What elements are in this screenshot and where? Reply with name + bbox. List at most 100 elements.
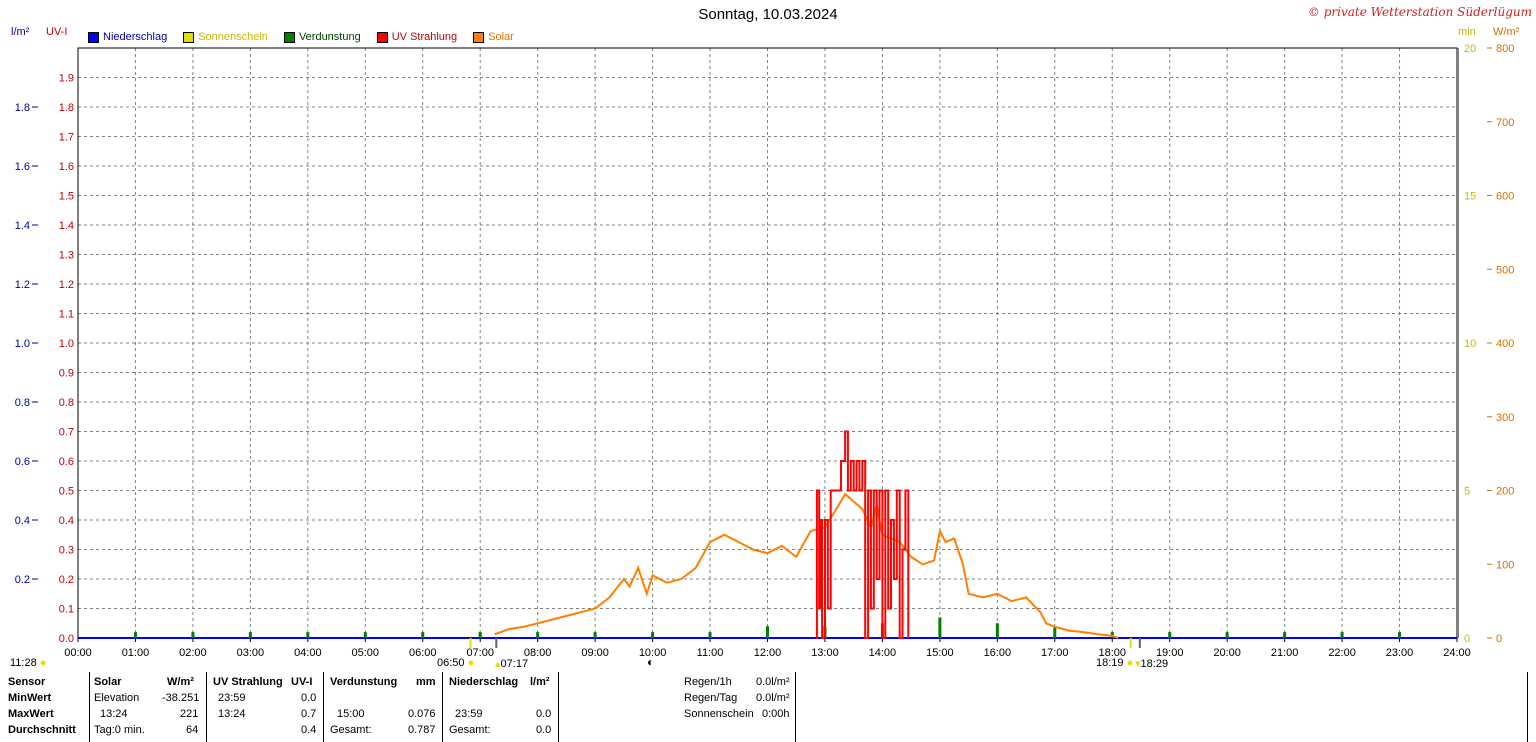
- station-brand: © private Wetterstation Süderlügum: [1307, 5, 1532, 19]
- evaporation-bar: [1053, 626, 1057, 638]
- sun-tick-label: 10: [1464, 338, 1476, 350]
- evaporation-bar: [708, 632, 712, 638]
- solar-tick-label: 0: [1496, 633, 1502, 645]
- legend-swatch: [473, 31, 485, 43]
- solar-tick-label: 500: [1496, 264, 1514, 276]
- moon-time: 11:28 ●: [10, 657, 47, 669]
- legend-item-solar: Solar: [473, 31, 514, 43]
- chart-grid: [78, 48, 1457, 638]
- stats-row-avg-label: Durchschnitt: [8, 724, 76, 736]
- rain-unit-label: l/m²: [11, 26, 30, 38]
- evaporation-bar: [1168, 632, 1172, 638]
- stats-avg-rain-val: 0.0: [536, 724, 552, 736]
- evaporation-bar: [363, 632, 367, 638]
- stats-avg-rain-time: Gesamt:: [449, 724, 491, 736]
- x-tick-label: 01:00: [122, 647, 150, 659]
- stats-min-uv-val: 0.0: [301, 692, 317, 704]
- solar-line: [494, 492, 1119, 639]
- x-tick-label: 17:00: [1041, 647, 1069, 659]
- stats-min-solar-time: Elevation: [94, 692, 140, 704]
- stats-divider: [442, 672, 443, 742]
- uv-line: [815, 430, 910, 639]
- x-tick-label: 00:00: [64, 647, 92, 659]
- x-tick-label: 06:00: [409, 647, 437, 659]
- uv-tick-label: 0.1: [59, 604, 74, 616]
- stats-avg-solar-val: 64: [186, 724, 199, 736]
- stats-header-uv-unit: UV-I: [291, 676, 313, 688]
- rain-1h-value: 0.0l/m²: [756, 676, 790, 688]
- evaporation-bar: [536, 632, 540, 638]
- evaporation-bar: [938, 617, 942, 638]
- sun-tick-label: 15: [1464, 191, 1476, 203]
- stats-divider: [1527, 672, 1528, 742]
- stats-header-rain-unit: l/m²: [530, 676, 550, 688]
- evaporation-bar: [1283, 632, 1287, 638]
- x-tick-label: 04:00: [294, 647, 322, 659]
- x-tick-label: 10:00: [639, 647, 667, 659]
- uv-tick-label: 0.3: [59, 545, 74, 557]
- legend-swatch: [376, 31, 388, 43]
- x-tick-label: 03:00: [237, 647, 265, 659]
- uv-tick-label: 0.2: [59, 574, 74, 586]
- x-tick-label: 21:00: [1271, 647, 1299, 659]
- sunshine-value: 0:00h: [762, 708, 790, 720]
- legend-swatch: [283, 31, 295, 43]
- evaporation-bar: [133, 632, 137, 638]
- stats-header-sensor: Sensor: [8, 676, 46, 688]
- sunset-left: 18:19 ●: [1096, 657, 1134, 669]
- evaporation-bar: [651, 632, 655, 638]
- uv-tick-label: 0.7: [59, 427, 74, 439]
- stats-header-rain: Niederschlag: [449, 676, 519, 688]
- x-tick-label: 22:00: [1328, 647, 1356, 659]
- stats-max-uv-val: 0.7: [301, 708, 317, 720]
- rain-tick-label: 1.6: [15, 161, 30, 173]
- legend-item-evap: Verdunstung: [283, 31, 361, 43]
- stats-max-evap-time: 15:00: [337, 708, 365, 720]
- weather-chart: 00:00 01:00 02:00 03:00 04:00 05:00 06:00 07:00…: [15, 43, 1515, 659]
- evaporation-bar: [248, 632, 252, 638]
- rain-1h-label: Regen/1h: [684, 676, 732, 688]
- solar-unit-label: W/m²: [1493, 26, 1520, 38]
- legend-label: Solar: [488, 31, 514, 43]
- stats-avg-uv-val: 0.4: [301, 724, 317, 736]
- sunset-right: ▾18:29: [1135, 658, 1169, 670]
- axis-ticks: 00:00 01:00 02:00 03:00 04:00 05:00 06:00 07:00…: [15, 43, 1515, 659]
- sunshine-label: Sonnenschein: [684, 708, 754, 720]
- rain-tick-label: 1.0: [15, 338, 30, 350]
- uv-tick-label: 0.4: [59, 515, 74, 527]
- legend-swatch: [183, 31, 195, 43]
- uv-tick-label: 1.8: [59, 102, 74, 114]
- stats-avg-evap-time: Gesamt:: [330, 724, 372, 736]
- chart-title: Sonntag, 10.03.2024: [698, 6, 838, 23]
- stats-header-solar: Solar: [94, 676, 122, 688]
- evaporation-bar: [306, 632, 310, 638]
- uv-tick-label: 1.0: [59, 338, 74, 350]
- solar-series: [494, 492, 1119, 639]
- moon-phase-icon: ◐: [647, 655, 655, 669]
- stats-row-max-label: MaxWert: [8, 708, 54, 720]
- stats-divider: [89, 672, 90, 742]
- stats-max-evap-val: 0.076: [408, 708, 436, 720]
- solar-tick-label: 100: [1496, 559, 1514, 571]
- x-tick-label: 19:00: [1156, 647, 1184, 659]
- sun-unit-label: min: [1458, 26, 1476, 38]
- stats-avg-solar-time: Tag:0 min.: [94, 724, 145, 736]
- x-tick-label: 24:00: [1443, 647, 1471, 659]
- stats-max-rain-time: 23:59: [455, 708, 483, 720]
- stats-divider: [795, 672, 796, 742]
- rain-tick-label: 1.2: [15, 279, 30, 291]
- legend-label: Verdunstung: [298, 31, 361, 43]
- sun-tick-label: 20: [1464, 43, 1476, 55]
- sun-tick-label: 5: [1464, 486, 1470, 498]
- uv-tick-label: 1.9: [59, 73, 74, 85]
- x-tick-label: 08:00: [524, 647, 552, 659]
- evaporation-bar: [191, 632, 195, 638]
- x-tick-label: 14:00: [869, 647, 897, 659]
- x-tick-label: 07:00: [466, 647, 494, 659]
- evaporation-bar: [593, 632, 597, 638]
- rain-tick-label: 1.4: [15, 220, 30, 232]
- legend-item-uv: UV Strahlung: [376, 31, 457, 43]
- stats-divider: [558, 672, 559, 742]
- uv-tick-label: 0.8: [59, 397, 74, 409]
- solar-tick-label: 400: [1496, 338, 1514, 350]
